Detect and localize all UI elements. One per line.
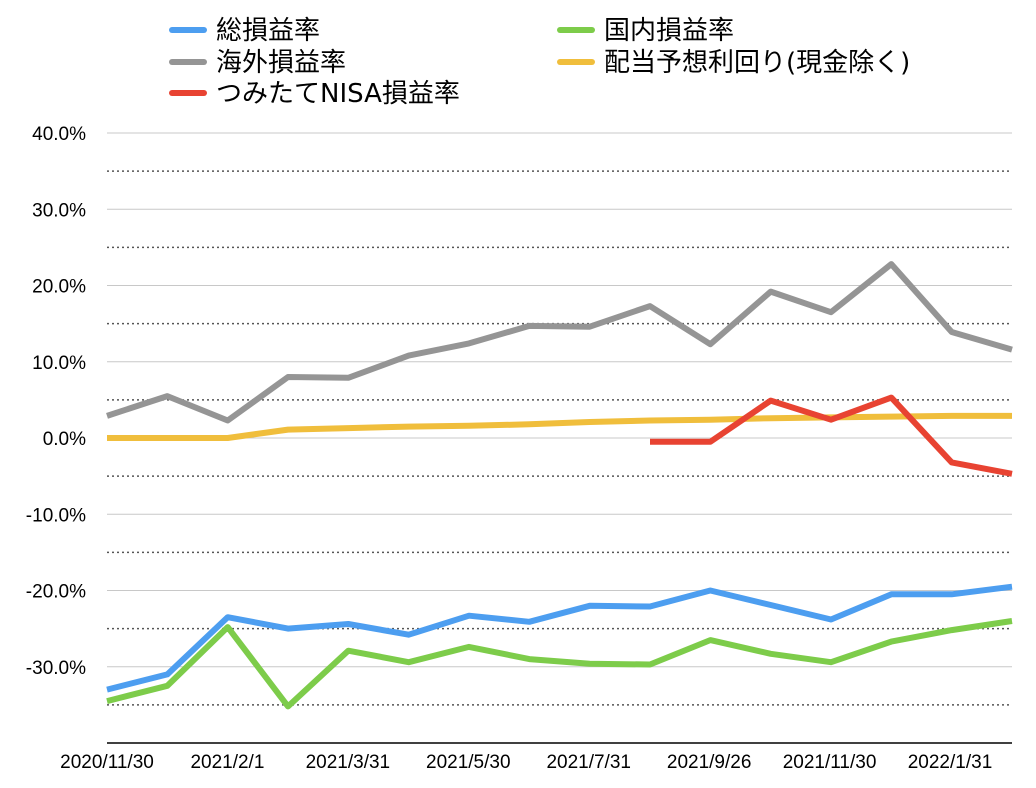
x-axis: 2020/11/30 2021/2/1 2021/3/31 2021/5/30 2021…: [60, 752, 992, 773]
series-line-4: [107, 412, 1012, 441]
y-tick-label: 30.0%: [32, 200, 86, 221]
x-tick-label: 2021/7/31: [546, 752, 631, 773]
x-tick-label: 2021/3/31: [306, 752, 391, 773]
x-tick-label: 2022/1/31: [908, 752, 993, 773]
y-tick-label: -10.0%: [26, 505, 86, 526]
legend-item-overseas: 海外損益率: [169, 48, 346, 78]
series-line-3: [106, 261, 1013, 424]
y-tick-label: -20.0%: [26, 582, 86, 603]
y-tick-label: 20.0%: [32, 277, 86, 298]
legend-item-domestic: 国内損益率: [557, 16, 734, 46]
y-tick-label: 10.0%: [32, 353, 86, 374]
series-line-2: [106, 618, 1013, 710]
legend-item-total: 総損益率: [169, 16, 320, 46]
legend-label-dividend: 配当予想利回り(現金除く): [604, 48, 910, 78]
legend-item-dividend: 配当予想利回り(現金除く): [557, 48, 910, 78]
y-axis: 40.0% 30.0% 20.0% 10.0% 0.0% -10.0% -20.0% -30.…: [26, 124, 86, 679]
y-tick-label: 0.0%: [43, 429, 86, 450]
y-tick-label: 40.0%: [32, 124, 86, 145]
x-tick-label: 2021/2/1: [190, 752, 264, 773]
legend-label-domestic: 国内損益率: [604, 16, 734, 46]
y-tick-label: -30.0%: [26, 658, 86, 679]
chart-legend: 総損益率 国内損益率 海外損益率 配当予想利回り(現金除く) つみたてNISA損…: [169, 16, 910, 109]
legend-label-overseas: 海外損益率: [216, 48, 346, 78]
x-tick-label: 2021/5/30: [426, 752, 511, 773]
series-line-5: [650, 394, 1013, 477]
series-lines: [106, 261, 1013, 710]
x-tick-label: 2021/11/30: [783, 752, 877, 773]
x-tick-label: 2021/9/26: [667, 752, 752, 773]
series-line-1: [106, 583, 1013, 693]
legend-item-nisa: つみたてNISA損益率: [169, 79, 460, 109]
legend-label-nisa: つみたてNISA損益率: [216, 79, 460, 109]
legend-label-total: 総損益率: [216, 16, 320, 46]
x-tick-label: 2020/11/30: [60, 752, 154, 773]
